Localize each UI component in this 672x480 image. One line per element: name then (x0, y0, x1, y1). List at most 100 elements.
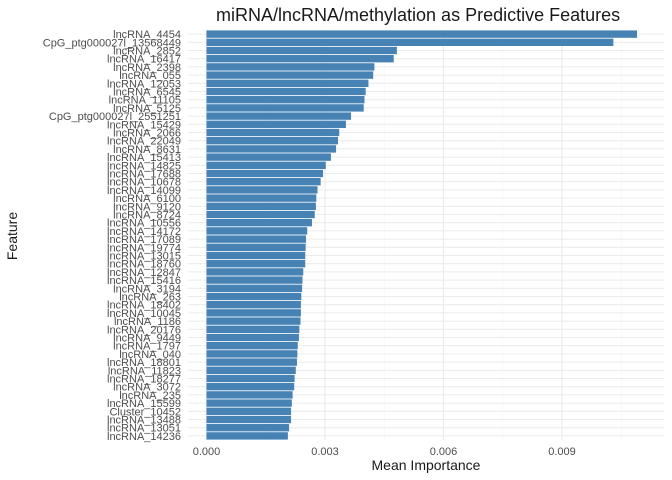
bar-lncRNA_12053 (206, 79, 369, 87)
y-tick-label: lncRNA_17089 (107, 234, 181, 246)
bar-lncRNA_19774 (206, 243, 306, 251)
y-tick-label: CpG_ptg000027l_2551251 (49, 111, 181, 123)
bar-Cluster_10452 (206, 407, 292, 415)
bar-lncRNA_6100 (206, 194, 317, 202)
y-tick-label: lncRNA_1797 (113, 341, 181, 353)
y-tick-label: lncRNA_19774 (107, 242, 181, 254)
bar-lncRNA_14236 (206, 432, 288, 440)
bar-lncRNA_5125 (206, 104, 364, 112)
y-tick-label: lncRNA_8724 (113, 210, 181, 222)
bar-lncRNA_20176 (206, 325, 300, 333)
y-tick-label: lncRNA_11823 (108, 365, 181, 377)
bar-lncRNA_2066 (206, 128, 340, 137)
y-tick-label: lncRNA_5125 (113, 103, 181, 115)
bar-lncRNA_14825 (206, 161, 326, 169)
bar-lncRNA_15416 (206, 276, 303, 284)
y-tick-label: lncRNA_18801 (107, 357, 181, 369)
bar-lncRNA_15413 (206, 153, 331, 161)
bars (206, 30, 638, 440)
bar-lncRNA_18402 (206, 301, 301, 309)
bar-lncRNA_18277 (206, 374, 295, 383)
bar-lncRNA_4454 (206, 30, 638, 38)
bar-CpG_ptg000027l_2551251 (206, 112, 352, 120)
y-axis-title: Feature (4, 212, 20, 260)
x-tick-labels: 0.000 0.003 0.006 0.009 (193, 446, 576, 458)
bar-lncRNA_11823 (206, 366, 296, 374)
bar-lncRNA_22049 (206, 137, 339, 145)
y-tick-label: lncRNA_263 (119, 292, 181, 304)
bar-lncRNA_8631 (206, 145, 337, 153)
y-tick-label: lncRNA_17688 (107, 169, 181, 181)
bar-lncRNA_1186 (206, 317, 301, 325)
y-tick-label: lncRNA_14099 (107, 185, 181, 197)
bar-lncRNA_16417 (206, 55, 394, 63)
y-tick-label: lncRNA_9120 (113, 201, 181, 213)
y-tick-label: lncRNA_8631 (113, 144, 181, 156)
bar-lncRNA_040 (206, 350, 298, 358)
bar-lncRNA_11105 (206, 96, 365, 104)
y-tick-label: lncRNA_1186 (114, 316, 181, 328)
bar-lncRNA_2852 (206, 46, 397, 55)
y-tick-label: lncRNA_4454 (113, 29, 181, 41)
bar-lncRNA_6545 (206, 87, 366, 96)
chart-title: miRNA/lncRNA/methylation as Predictive F… (216, 5, 620, 25)
y-tick-label: CpG_ptg000027l_13568449 (43, 37, 181, 49)
y-tick-label: lncRNA_15429 (107, 119, 181, 131)
bar-lncRNA_8724 (206, 210, 315, 219)
y-tick-label: lncRNA_16417 (107, 54, 181, 66)
y-tick-label: Cluster_10452 (109, 406, 181, 418)
y-tick-label: lncRNA_9449 (113, 333, 181, 345)
y-tick-label: lncRNA_18277 (107, 374, 181, 386)
y-tick-label: lncRNA_14172 (107, 226, 181, 238)
y-tick-label: lncRNA_2852 (113, 46, 181, 58)
y-tick-label: lncRNA_13488 (107, 415, 181, 427)
bar-lncRNA_18801 (206, 358, 297, 366)
bar-lncRNA_17688 (206, 169, 324, 178)
bar-lncRNA_15429 (206, 120, 346, 128)
y-tick-label: lncRNA_2066 (113, 128, 181, 140)
bar-lncRNA_10678 (206, 178, 321, 186)
bar-lncRNA_1797 (206, 342, 298, 350)
y-tick-label: lncRNA_12847 (107, 267, 181, 279)
y-tick-label: lncRNA_2398 (113, 62, 181, 74)
y-tick-label: lncRNA_15599 (107, 398, 181, 410)
y-tick-label: lncRNA_235 (119, 390, 181, 402)
bar-lncRNA_17089 (206, 235, 307, 243)
bar-lncRNA_055 (206, 71, 374, 79)
y-tick-label: lncRNA_14236 (107, 431, 181, 443)
bar-lncRNA_10045 (206, 309, 301, 317)
y-tick-label: lncRNA_6545 (113, 87, 181, 99)
bar-lncRNA_235 (206, 391, 293, 399)
bar-lncRNA_15599 (206, 399, 292, 407)
x-tick-label: 0.006 (430, 446, 458, 458)
y-tick-label: lncRNA_18760 (107, 259, 181, 271)
y-tick-label: lncRNA_12053 (107, 78, 181, 90)
y-tick-label: lncRNA_18402 (107, 300, 181, 312)
y-tick-label: lncRNA_14825 (107, 160, 181, 172)
y-tick-labels: lncRNA_4454CpG_ptg000027l_13568449lncRNA… (43, 29, 181, 443)
y-tick-label: lncRNA_15413 (107, 152, 181, 164)
bar-lncRNA_9449 (206, 333, 299, 342)
y-tick-label: lncRNA_13051 (107, 423, 181, 435)
bar-lncRNA_2398 (206, 63, 375, 71)
y-tick-label: lncRNA_22049 (107, 136, 181, 148)
bar-lncRNA_18760 (206, 260, 306, 268)
y-tick-label: lncRNA_055 (119, 70, 181, 82)
bar-lncRNA_14099 (206, 186, 318, 194)
bar-lncRNA_3194 (206, 284, 303, 292)
bar-lncRNA_10556 (206, 219, 312, 227)
y-tick-label: lncRNA_10045 (107, 308, 181, 320)
y-tick-label: lncRNA_3072 (113, 382, 181, 394)
y-tick-label: lncRNA_20176 (107, 324, 181, 336)
y-tick-label: lncRNA_15416 (107, 275, 181, 287)
y-tick-label: lncRNA_13015 (107, 251, 181, 263)
y-tick-label: lncRNA_10678 (107, 177, 181, 189)
x-tick-label: 0.000 (193, 446, 221, 458)
y-tick-label: lncRNA_3194 (113, 283, 181, 295)
x-tick-label: 0.009 (548, 446, 576, 458)
bar-lncRNA_13051 (206, 424, 290, 432)
y-tick-label: lncRNA_6100 (113, 193, 181, 205)
bar-lncRNA_13015 (206, 251, 306, 260)
bar-lncRNA_14172 (206, 227, 308, 235)
